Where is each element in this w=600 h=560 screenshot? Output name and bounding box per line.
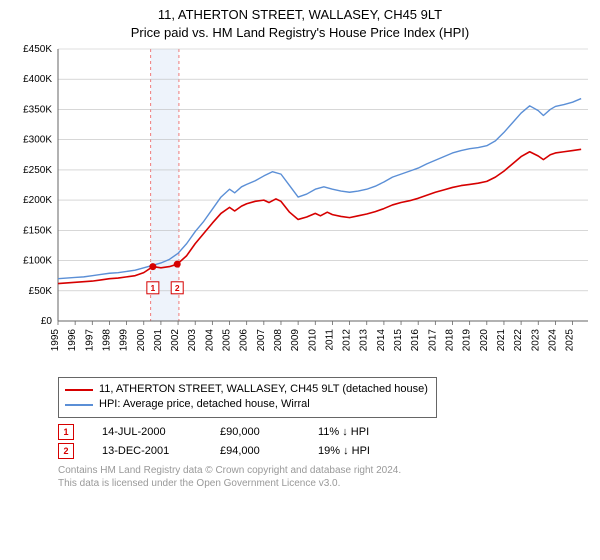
sale-hpi-delta: 19% ↓ HPI (318, 445, 370, 457)
svg-text:£200K: £200K (23, 195, 52, 206)
copyright-line-1: Contains HM Land Registry data © Crown c… (58, 464, 600, 477)
svg-text:2003: 2003 (187, 329, 198, 352)
sale-marker: 2 (58, 443, 74, 459)
svg-text:1: 1 (150, 283, 155, 293)
svg-text:£150K: £150K (23, 225, 52, 236)
price-chart: £0 £50K £100K £150K £200K £250K £300K £350K £400… (0, 41, 600, 371)
svg-text:2014: 2014 (376, 329, 387, 352)
svg-text:2007: 2007 (256, 329, 267, 352)
svg-text:2016: 2016 (410, 329, 421, 352)
sale-date: 13-DEC-2001 (102, 445, 192, 457)
chart-container: £0 £50K £100K £150K £200K £250K £300K £350K £400… (0, 41, 600, 371)
svg-text:2010: 2010 (307, 329, 318, 352)
svg-text:2008: 2008 (273, 329, 284, 352)
svg-text:1997: 1997 (84, 329, 95, 352)
svg-text:£400K: £400K (23, 74, 52, 85)
legend-label: HPI: Average price, detached house, Wirr… (99, 397, 310, 412)
legend-label: 11, ATHERTON STREET, WALLASEY, CH45 9LT … (99, 382, 428, 397)
sale-price: £94,000 (220, 445, 290, 457)
sale-row: 1 14-JUL-2000 £90,000 11% ↓ HPI (58, 424, 600, 440)
sale-hpi-delta: 11% ↓ HPI (318, 426, 369, 438)
sale-price: £90,000 (220, 426, 290, 438)
legend-swatch (65, 389, 93, 391)
svg-text:2025: 2025 (565, 329, 576, 352)
svg-text:2001: 2001 (153, 329, 164, 352)
svg-text:2: 2 (175, 283, 180, 293)
title-line-1: 11, ATHERTON STREET, WALLASEY, CH45 9LT (0, 6, 600, 24)
svg-text:2020: 2020 (479, 329, 490, 352)
svg-text:1996: 1996 (67, 329, 78, 352)
svg-text:£300K: £300K (23, 135, 52, 146)
sale-marker: 1 (58, 424, 74, 440)
svg-text:2019: 2019 (462, 329, 473, 352)
svg-text:2024: 2024 (547, 329, 558, 352)
svg-text:2015: 2015 (393, 329, 404, 352)
legend-item: 11, ATHERTON STREET, WALLASEY, CH45 9LT … (65, 382, 428, 397)
svg-text:2018: 2018 (444, 329, 455, 352)
copyright-line-2: This data is licensed under the Open Gov… (58, 477, 600, 490)
legend: 11, ATHERTON STREET, WALLASEY, CH45 9LT … (58, 377, 437, 418)
svg-text:1999: 1999 (119, 329, 130, 352)
svg-text:2011: 2011 (324, 329, 335, 351)
svg-text:2000: 2000 (136, 329, 147, 352)
svg-text:2002: 2002 (170, 329, 181, 352)
svg-text:2004: 2004 (204, 329, 215, 352)
svg-text:£50K: £50K (29, 286, 53, 297)
svg-text:2013: 2013 (359, 329, 370, 352)
svg-text:£450K: £450K (23, 44, 52, 55)
title-line-2: Price paid vs. HM Land Registry's House … (0, 24, 600, 42)
svg-text:2017: 2017 (427, 329, 438, 352)
svg-text:2005: 2005 (222, 329, 233, 352)
svg-text:2022: 2022 (513, 329, 524, 352)
svg-text:1998: 1998 (101, 329, 112, 352)
svg-text:2006: 2006 (239, 329, 250, 352)
svg-text:£250K: £250K (23, 165, 52, 176)
svg-text:£350K: £350K (23, 105, 52, 116)
sale-events-table: 1 14-JUL-2000 £90,000 11% ↓ HPI 2 13-DEC-2001… (58, 424, 600, 459)
legend-swatch (65, 404, 93, 406)
sale-date: 14-JUL-2000 (102, 426, 192, 438)
legend-item: HPI: Average price, detached house, Wirr… (65, 397, 428, 412)
svg-text:£0: £0 (41, 316, 53, 327)
svg-text:2021: 2021 (496, 329, 507, 352)
sale-row: 2 13-DEC-2001 £94,000 19% ↓ HPI (58, 443, 600, 459)
svg-text:2012: 2012 (342, 329, 353, 352)
copyright-notice: Contains HM Land Registry data © Crown c… (58, 464, 600, 490)
svg-text:2009: 2009 (290, 329, 301, 352)
svg-text:2023: 2023 (530, 329, 541, 352)
chart-title-block: 11, ATHERTON STREET, WALLASEY, CH45 9LT … (0, 0, 600, 41)
svg-text:1995: 1995 (50, 329, 61, 352)
svg-text:£100K: £100K (23, 256, 52, 267)
